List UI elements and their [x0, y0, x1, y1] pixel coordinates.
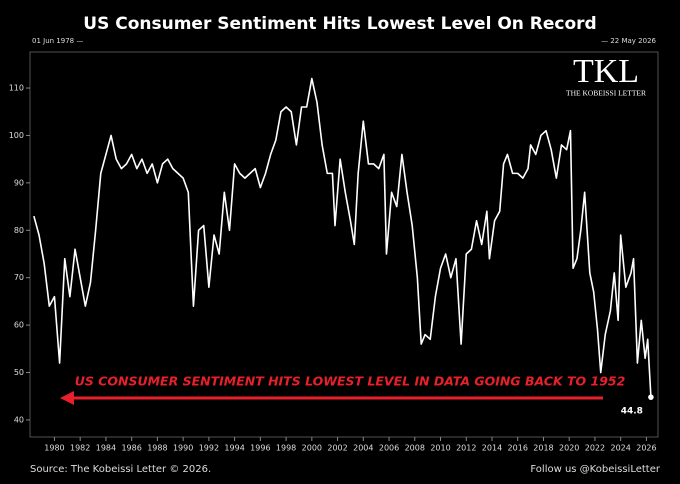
- x-tick-label: 1992: [199, 444, 219, 453]
- x-tick-label: 2018: [533, 444, 553, 453]
- x-tick-label: 1984: [96, 444, 116, 453]
- y-tick-label: 70: [14, 273, 24, 282]
- x-tick-label: 1986: [121, 444, 141, 453]
- start-note: 01 Jun 1978 —: [32, 37, 83, 45]
- end-point: [648, 394, 654, 400]
- arrow-head: [60, 391, 74, 405]
- plot-frame: [29, 51, 659, 438]
- y-tick-label: 90: [14, 178, 24, 187]
- source: Source: The Kobeissi Letter © 2026.: [30, 464, 211, 475]
- x-tick-label: 1996: [250, 444, 270, 453]
- follow: Follow us @KobeissiLetter: [530, 464, 660, 475]
- x-tick-label: 1994: [224, 444, 244, 453]
- logo-name: THE KOBEISSI LETTER: [566, 89, 646, 98]
- x-tick-label: 1990: [173, 444, 193, 453]
- y-tick-label: 100: [9, 131, 24, 140]
- x-tick-label: 2006: [379, 444, 399, 453]
- logo-mark: TKL: [573, 53, 639, 90]
- y-tick-label: 60: [14, 321, 24, 330]
- x-tick-label: 1982: [70, 444, 90, 453]
- x-tick-label: 2000: [302, 444, 322, 453]
- y-tick-label: 50: [14, 368, 24, 377]
- chart-title: US Consumer Sentiment Hits Lowest Level …: [83, 14, 596, 34]
- x-tick-label: 1998: [276, 444, 296, 453]
- line: [33, 77, 652, 398]
- x-tick-label: 2014: [482, 444, 502, 453]
- x-tick-label: 2026: [636, 444, 656, 453]
- end-note: — 22 May 2026: [601, 37, 656, 45]
- end-label: 44.8: [621, 407, 643, 417]
- y-tick-label: 80: [14, 226, 24, 235]
- x-tick-label: 2008: [405, 444, 425, 453]
- annotation: US CONSUMER SENTIMENT HITS LOWEST LEVEL …: [75, 374, 626, 389]
- x-tick-label: 2002: [327, 444, 347, 453]
- y-tick-label: 40: [14, 415, 24, 424]
- x-tick-label: 1988: [147, 444, 167, 453]
- x-tick-label: 2024: [611, 444, 631, 453]
- x-tick-label: 2022: [585, 444, 605, 453]
- x-tick-label: 2010: [430, 444, 450, 453]
- x-tick-label: 2004: [353, 444, 373, 453]
- x-tick-label: 2016: [508, 444, 528, 453]
- y-tick-label: 110: [9, 84, 24, 93]
- x-tick-label: 1980: [44, 444, 64, 453]
- x-tick-label: 2020: [559, 444, 579, 453]
- x-tick-label: 2012: [456, 444, 476, 453]
